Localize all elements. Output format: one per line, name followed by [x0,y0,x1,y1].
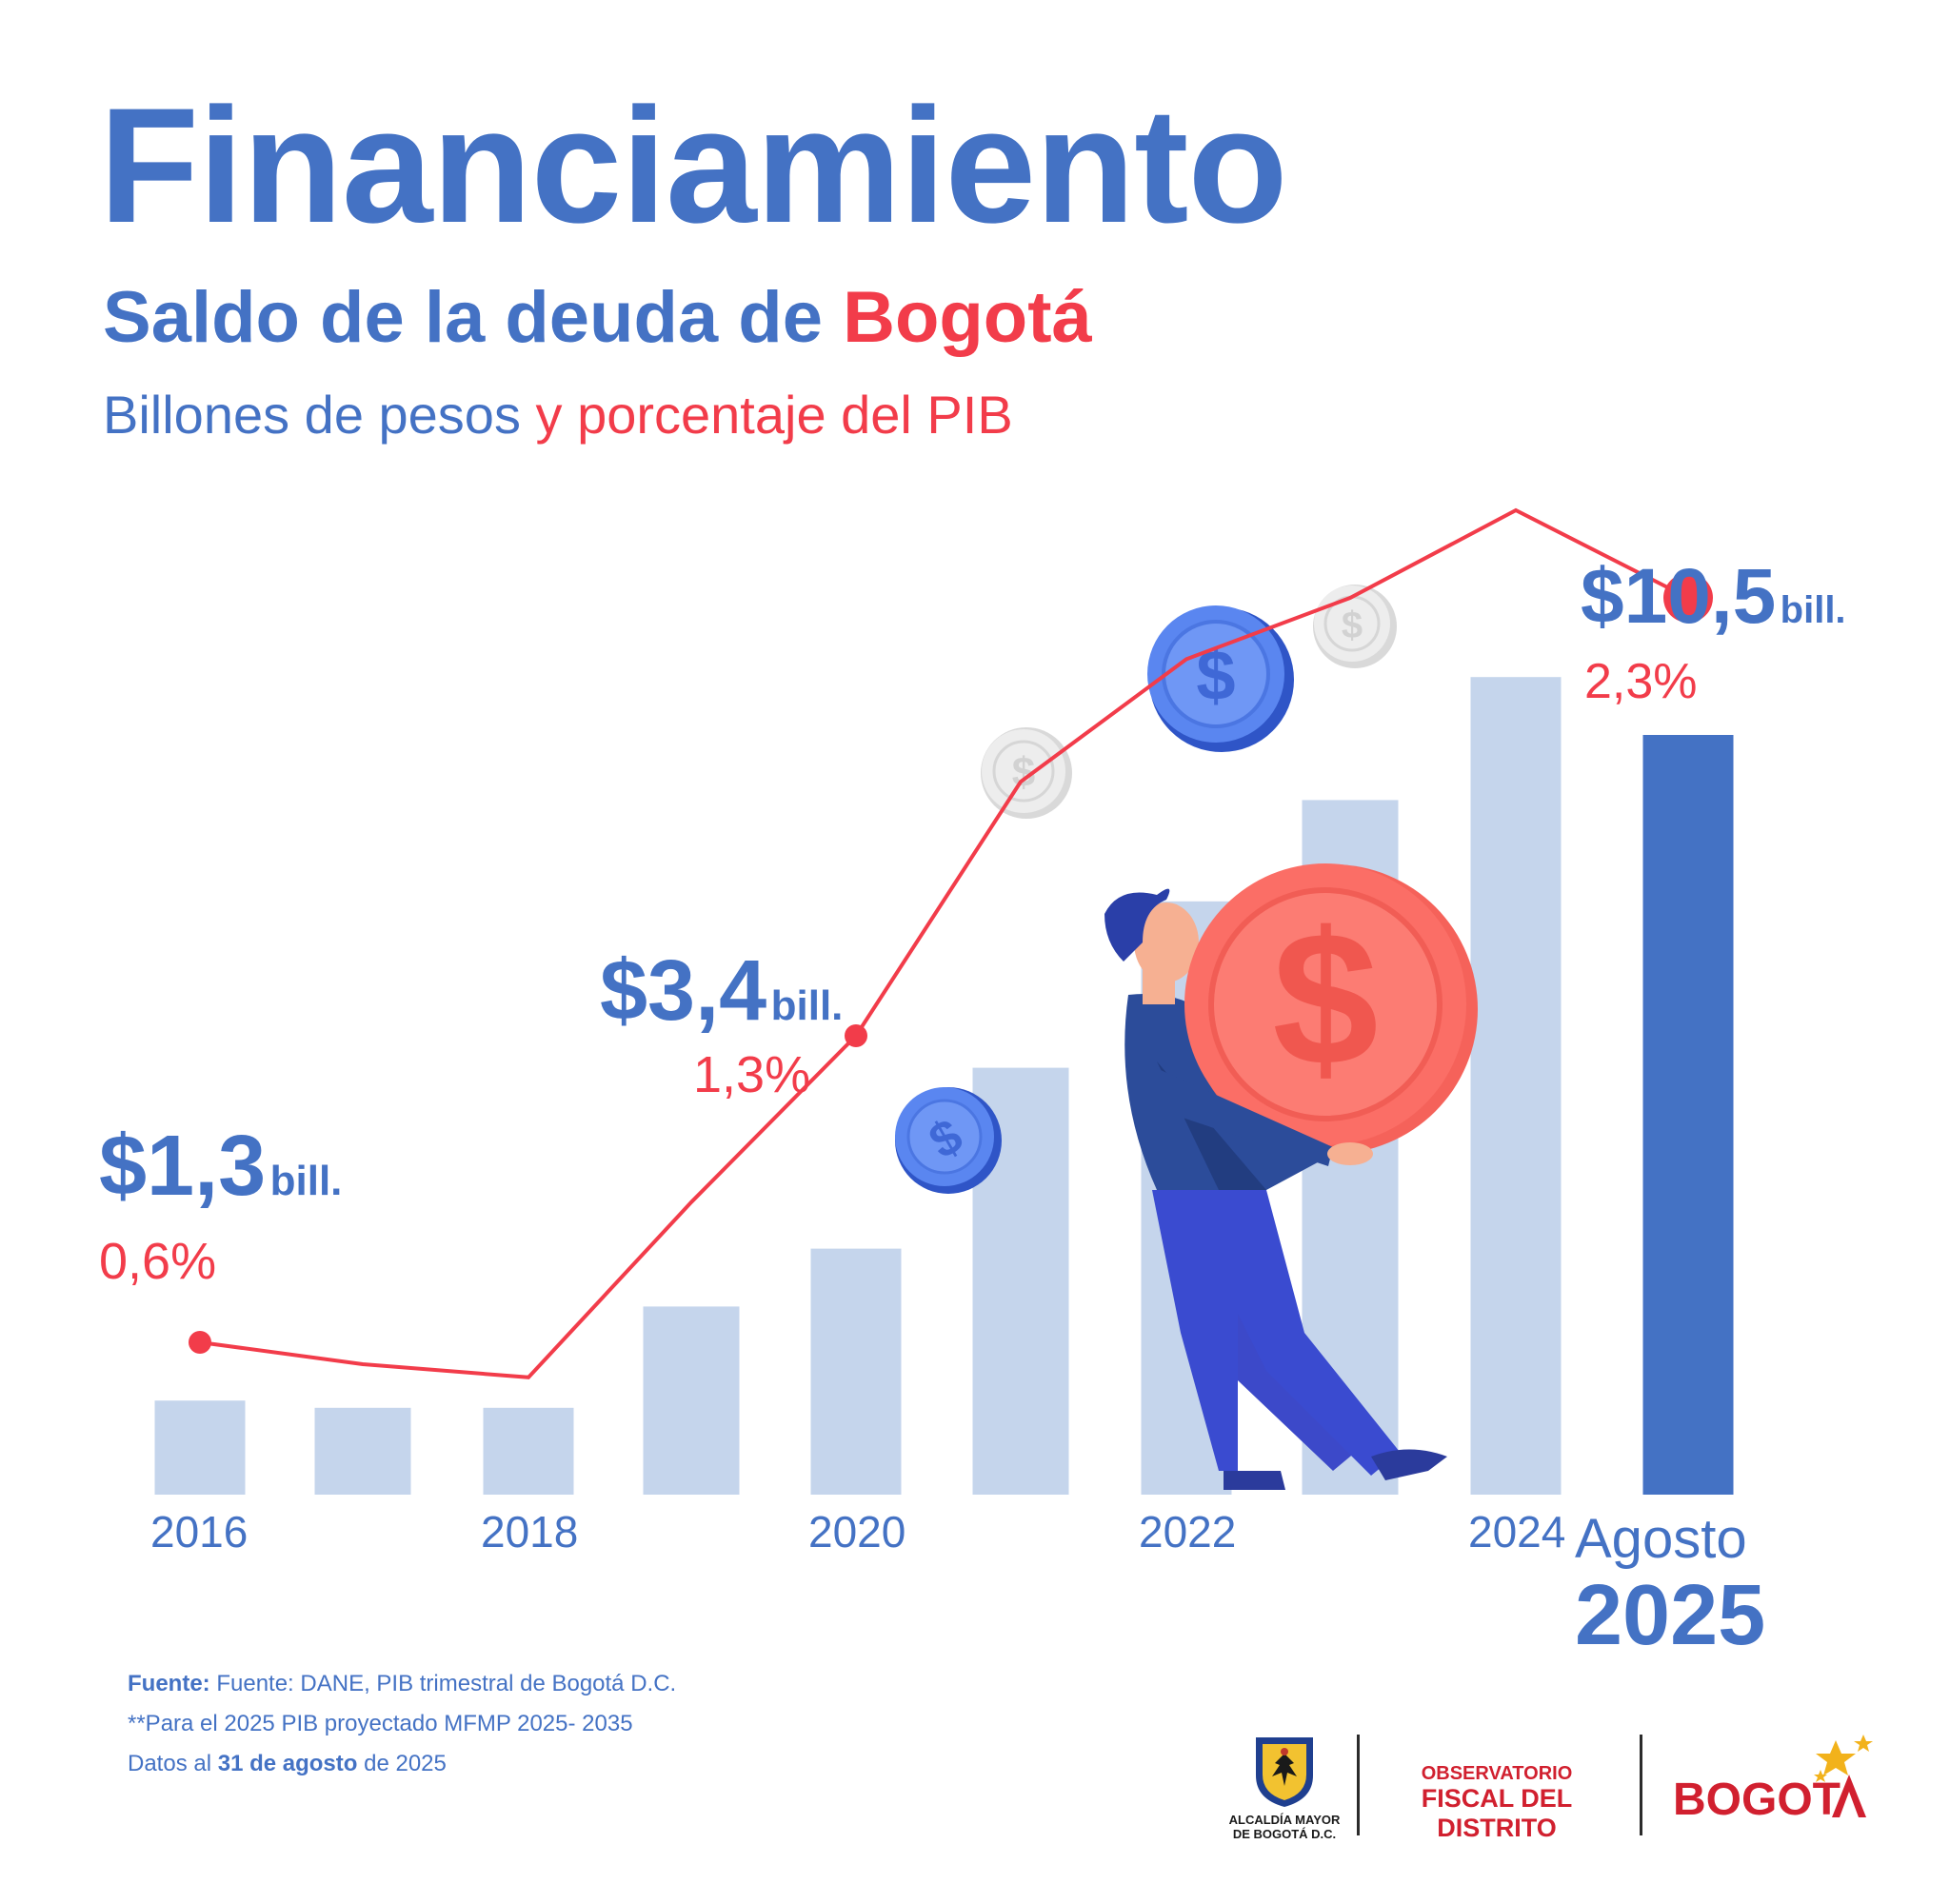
blue-coin-icon: $ [1147,605,1294,752]
annotation-2016-pct: 0,6% [99,1233,217,1290]
x-tick-label: 2018 [481,1507,578,1557]
units-blue: Billones de pesos [103,385,521,445]
bar-2017 [314,1407,411,1495]
footer-note: **Para el 2025 PIB proyectado MFMP 2025-… [128,1711,633,1736]
subtitle-prefix: Saldo de la deuda de [103,277,844,358]
pib-line-group [189,507,1713,1379]
subtitle-highlight: Bogotá [843,277,1092,358]
x-tick-label: 2022 [1139,1507,1236,1557]
alcaldia-line2: DE BOGOTÁ D.C. [1232,1826,1337,1841]
person-illustration: $ [1104,863,1478,1490]
annotation-2020: $3,4 bill. [600,948,843,1034]
x-label-2025: 2025 [1575,1568,1766,1663]
annotation-2020-value: $3,4 [600,943,767,1039]
x-tick-label: 2024 [1468,1507,1565,1557]
footer-source-label: Fuente: [128,1671,210,1696]
observatorio-logo: OBSERVATORIO FISCAL DEL DISTRITO [1375,1763,1619,1843]
annotation-2020-pct: 1,3% [693,1046,811,1103]
logo-divider [1640,1735,1642,1835]
pib-marker-2020 [845,1024,867,1047]
alcaldia-line1: ALCALDÍA MAYOR [1228,1813,1341,1827]
x-tick-label: 2016 [150,1507,248,1557]
footer-date-suffix: de 2025 [357,1751,447,1776]
bar-2020 [810,1248,902,1495]
svg-text:$: $ [1342,605,1363,646]
pib-marker-2016 [189,1331,211,1354]
svg-text:BOGOT: BOGOT [1673,1775,1841,1825]
annotation-2025-value: $10,5 [1581,553,1777,640]
x-label-agosto: Agosto [1575,1508,1747,1570]
observatorio-line1: OBSERVATORIO [1421,1763,1573,1784]
bogota-logo: BOGOT [1668,1727,1887,1832]
footer-date-bold: 31 de agosto [217,1751,358,1776]
annotation-2016-value: $1,3 [99,1119,267,1214]
annotation-2025-pct: 2,3% [1584,654,1698,709]
svg-text:$: $ [1272,893,1378,1105]
units-red: y porcentaje del PIB [520,385,1013,445]
coat-of-arms-icon [1256,1737,1313,1807]
units-subtitle: Billones de pesos y porcentaje del PIB [103,388,1013,442]
footer-date-prefix: Datos al [128,1751,218,1776]
annotation-2016-unit: bill. [269,1158,343,1204]
logo-divider [1357,1735,1360,1835]
grey-coin-icon: $ [981,727,1072,819]
x-tick-label: 2020 [808,1507,905,1557]
annotation-2025-unit: bill. [1780,589,1846,631]
alcaldia-logo: ALCALDÍA MAYOR DE BOGOTÁ D.C. [1223,1733,1346,1842]
bar-2016 [154,1400,246,1495]
subtitle: Saldo de la deuda de Bogotá [103,282,1092,354]
bar-2024 [1470,677,1562,1495]
annotation-2020-unit: bill. [770,982,844,1029]
annotation-2025: $10,5 bill. [1581,558,1846,636]
pib-marker-agosto-2025 [1663,573,1713,623]
footer-source-text: Fuente: DANE, PIB trimestral de Bogotá D… [209,1671,677,1696]
illustration: $ $ $ $ [895,585,1478,1490]
bar-2019 [643,1306,740,1495]
observatorio-line2: FISCAL DEL DISTRITO [1421,1784,1573,1843]
footer-date: Datos al 31 de agosto de 2025 [128,1751,447,1777]
pib-line [199,507,1689,1379]
blue-coin-icon: $ [895,1087,1002,1194]
bar-2018 [483,1407,574,1495]
page-title: Financiamiento [99,74,1288,257]
footer-source: Fuente: Fuente: DANE, PIB trimestral de … [128,1671,676,1697]
bar-agosto-2025 [1642,735,1734,1495]
bogota-wordmark-icon: BOGOT [1673,1735,1873,1825]
annotation-2016: $1,3 bill. [99,1123,342,1209]
